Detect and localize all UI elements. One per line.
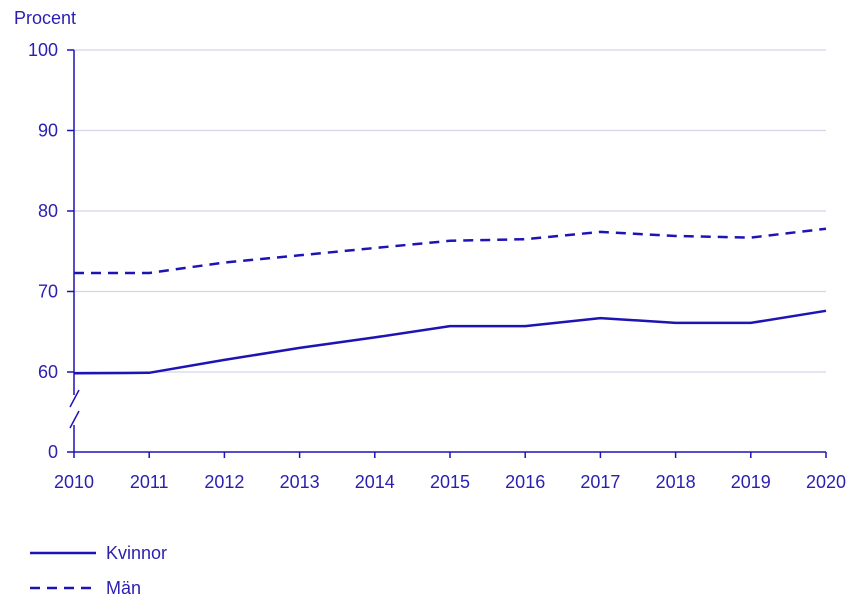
y-tick-label: 0 xyxy=(48,442,58,462)
axes xyxy=(67,49,827,458)
legend-label: Kvinnor xyxy=(106,543,167,563)
axis-break-mark xyxy=(69,410,80,429)
y-tick-label: 90 xyxy=(38,121,58,141)
x-tick-label: 2010 xyxy=(54,472,94,492)
legend: Kvinnor Män xyxy=(30,543,167,596)
y-tick-label: 60 xyxy=(38,362,58,382)
x-tick-label: 2015 xyxy=(430,472,470,492)
y-tick-label: 70 xyxy=(38,282,58,302)
x-tick-label: 2018 xyxy=(656,472,696,492)
grid xyxy=(74,49,826,373)
x-tick-label: 2013 xyxy=(280,472,320,492)
legend-label: Män xyxy=(106,578,141,596)
x-tick-label: 2019 xyxy=(731,472,771,492)
series-lines xyxy=(73,227,827,375)
y-tick-label: 80 xyxy=(38,201,58,221)
x-tick-label: 2020 xyxy=(806,472,846,492)
x-tick-label: 2014 xyxy=(355,472,395,492)
x-tick-label: 2016 xyxy=(505,472,545,492)
y-tick-label: 100 xyxy=(28,40,58,60)
y-axis-title: Procent xyxy=(14,8,76,28)
x-tick-labels: 2010 2011 2012 2013 2014 2015 2016 2017 2018 2019… xyxy=(54,472,846,492)
axis-break-mark xyxy=(69,389,80,408)
x-tick-label: 2017 xyxy=(580,472,620,492)
series-line-Kvinnor xyxy=(73,309,827,375)
x-tick-label: 2011 xyxy=(130,472,169,492)
series-line-Män xyxy=(74,227,827,275)
x-tick-label: 2012 xyxy=(204,472,244,492)
y-tick-labels: 0 60 70 80 90 100 xyxy=(28,40,58,462)
